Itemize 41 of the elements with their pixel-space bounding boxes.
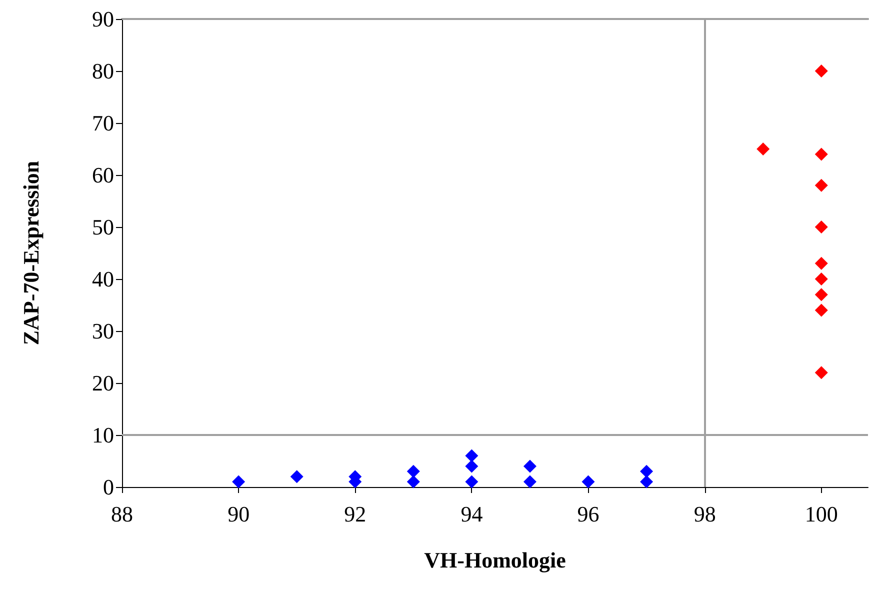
- x-tick-label: 94: [460, 502, 483, 526]
- y-tick-label: 40: [92, 266, 114, 292]
- point: [406, 475, 420, 488]
- x-tick-label: 90: [228, 502, 250, 526]
- point: [814, 366, 828, 380]
- y-tick-label: 10: [92, 422, 114, 448]
- x-tick-label: 88: [111, 502, 133, 526]
- point: [756, 142, 770, 156]
- point: [232, 475, 246, 488]
- y-tick-label: 20: [92, 370, 114, 396]
- x-tick-label: 98: [694, 502, 716, 526]
- point: [814, 272, 828, 286]
- y-tick-label: 0: [103, 474, 114, 500]
- y-tick-label: 80: [92, 58, 114, 84]
- point: [290, 470, 304, 484]
- point: [640, 464, 654, 478]
- y-tick-label: 60: [92, 162, 114, 188]
- x-axis-title: VH-Homologie: [424, 548, 566, 572]
- point: [814, 288, 828, 302]
- point: [814, 148, 828, 161]
- point: [582, 475, 595, 488]
- point: [465, 449, 478, 462]
- y-tick-label: 70: [92, 110, 114, 136]
- x-tick-label: 92: [344, 502, 366, 526]
- y-tick-label: 50: [92, 214, 114, 240]
- point: [814, 220, 828, 234]
- point: [640, 475, 654, 488]
- point: [814, 304, 828, 317]
- point: [465, 460, 478, 473]
- y-axis-title: ZAP-70-Expression: [18, 160, 44, 346]
- point: [465, 475, 478, 488]
- point: [814, 256, 828, 270]
- point: [523, 475, 536, 488]
- y-tick-label: 30: [92, 318, 114, 344]
- y-tick-label: 90: [92, 6, 114, 32]
- point: [814, 178, 828, 192]
- point: [814, 64, 828, 78]
- x-tick-label: 96: [577, 502, 600, 526]
- point: [406, 464, 420, 478]
- x-tick-label: 100: [804, 502, 838, 526]
- point: [523, 460, 536, 473]
